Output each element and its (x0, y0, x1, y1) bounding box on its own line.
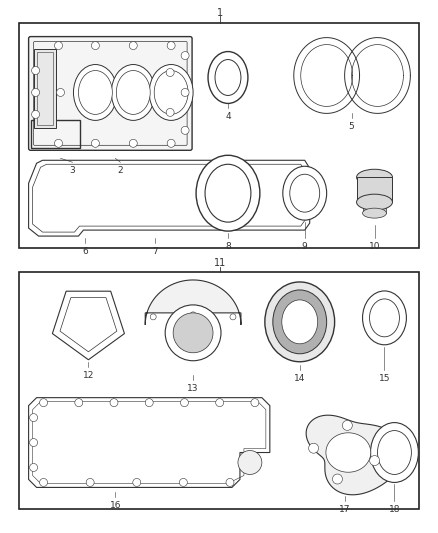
Ellipse shape (30, 464, 38, 472)
Ellipse shape (343, 421, 352, 430)
Text: 1: 1 (217, 7, 223, 18)
Ellipse shape (149, 64, 193, 120)
Bar (31, 120, 81, 148)
Polygon shape (53, 291, 124, 360)
Ellipse shape (166, 108, 174, 116)
Bar (357, 177, 392, 202)
Ellipse shape (167, 139, 175, 147)
Ellipse shape (265, 282, 335, 362)
Text: 10: 10 (369, 242, 380, 251)
Ellipse shape (167, 42, 175, 50)
Ellipse shape (208, 52, 248, 103)
Ellipse shape (357, 194, 392, 210)
Ellipse shape (173, 313, 213, 353)
Ellipse shape (150, 314, 156, 320)
Ellipse shape (129, 42, 137, 50)
Ellipse shape (92, 42, 99, 50)
Ellipse shape (92, 139, 99, 147)
Ellipse shape (117, 70, 150, 115)
Text: 7: 7 (152, 247, 158, 256)
Ellipse shape (282, 300, 318, 344)
Ellipse shape (39, 479, 48, 487)
Ellipse shape (181, 88, 189, 96)
Ellipse shape (30, 414, 38, 422)
Ellipse shape (196, 155, 260, 231)
Ellipse shape (238, 450, 262, 474)
Ellipse shape (54, 139, 63, 147)
Ellipse shape (165, 305, 221, 361)
Ellipse shape (180, 399, 188, 407)
Ellipse shape (363, 291, 406, 345)
Ellipse shape (370, 456, 380, 465)
Ellipse shape (39, 399, 48, 407)
Ellipse shape (332, 474, 343, 484)
Ellipse shape (166, 69, 174, 77)
Text: 18: 18 (389, 505, 400, 514)
Text: 17: 17 (339, 505, 350, 514)
Ellipse shape (86, 479, 94, 487)
Ellipse shape (357, 169, 392, 185)
Text: 5: 5 (349, 123, 354, 131)
Polygon shape (306, 415, 403, 495)
Ellipse shape (32, 67, 39, 75)
Ellipse shape (290, 174, 320, 212)
Text: 15: 15 (379, 374, 390, 383)
Ellipse shape (273, 290, 327, 354)
Ellipse shape (133, 479, 141, 487)
Ellipse shape (215, 60, 241, 95)
Ellipse shape (145, 399, 153, 407)
Ellipse shape (30, 439, 38, 447)
Ellipse shape (32, 88, 39, 96)
Polygon shape (326, 433, 371, 472)
Ellipse shape (75, 399, 83, 407)
Text: 3: 3 (70, 166, 75, 175)
Ellipse shape (181, 52, 189, 60)
Ellipse shape (74, 64, 117, 120)
Ellipse shape (309, 443, 318, 453)
Ellipse shape (371, 423, 418, 482)
Ellipse shape (363, 208, 386, 218)
Ellipse shape (180, 479, 187, 487)
Bar (19, 272, 419, 510)
Ellipse shape (230, 314, 236, 320)
Ellipse shape (32, 110, 39, 118)
Ellipse shape (57, 88, 64, 96)
Ellipse shape (190, 312, 196, 318)
Text: 6: 6 (82, 247, 88, 256)
Text: 11: 11 (214, 258, 226, 268)
Text: 4: 4 (225, 112, 231, 122)
Ellipse shape (226, 479, 234, 487)
Polygon shape (145, 280, 241, 325)
Text: 12: 12 (83, 371, 94, 379)
Ellipse shape (78, 70, 112, 115)
Text: 2: 2 (117, 166, 123, 175)
Ellipse shape (129, 139, 137, 147)
Ellipse shape (110, 399, 118, 407)
Ellipse shape (181, 126, 189, 134)
Text: 9: 9 (302, 242, 307, 251)
Bar (19, 22, 419, 248)
Ellipse shape (54, 42, 63, 50)
Text: 8: 8 (225, 242, 231, 251)
Bar (37, 52, 53, 125)
Text: 14: 14 (294, 374, 305, 383)
Ellipse shape (370, 299, 399, 337)
Polygon shape (60, 297, 117, 352)
Ellipse shape (111, 64, 155, 120)
Text: 13: 13 (187, 384, 199, 393)
Ellipse shape (378, 431, 411, 474)
Ellipse shape (154, 70, 188, 115)
Bar (363, 202, 386, 213)
Ellipse shape (215, 399, 224, 407)
Bar (34, 49, 56, 128)
Ellipse shape (251, 399, 259, 407)
FancyBboxPatch shape (28, 37, 192, 150)
Ellipse shape (205, 164, 251, 222)
Ellipse shape (283, 166, 327, 220)
Text: 16: 16 (110, 502, 121, 511)
